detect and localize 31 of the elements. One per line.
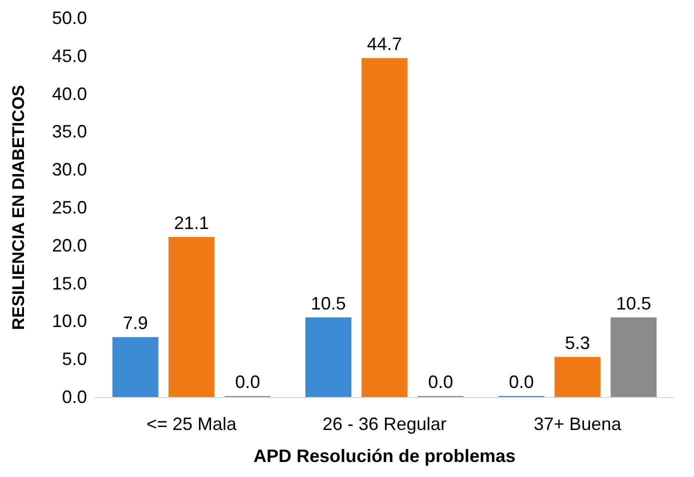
y-tick-label: 50.0 xyxy=(52,8,87,28)
bar xyxy=(112,337,158,397)
y-tick-label: 10.0 xyxy=(52,311,87,332)
y-tick-label: 40.0 xyxy=(52,84,87,104)
x-tick-label: 26 - 36 Regular xyxy=(322,414,447,434)
y-tick-label: 5.0 xyxy=(62,349,87,370)
y-tick-label: 20.0 xyxy=(52,235,87,256)
data-label: 10.5 xyxy=(310,293,346,314)
data-label: 5.3 xyxy=(564,332,590,353)
bar xyxy=(610,317,657,397)
data-label: 21.1 xyxy=(174,213,210,234)
y-tick-label: 15.0 xyxy=(52,273,87,294)
data-label: 7.9 xyxy=(122,313,148,334)
bar xyxy=(554,356,600,397)
x-tick-label: 37+ Buena xyxy=(534,414,622,434)
y-tick-label: 25.0 xyxy=(52,198,87,218)
data-label: 10.5 xyxy=(616,293,652,314)
y-tick-label: 0.0 xyxy=(62,387,87,407)
data-label: 0.0 xyxy=(235,372,260,392)
bar xyxy=(305,317,352,397)
data-label: 0.0 xyxy=(508,372,534,392)
bar xyxy=(168,237,214,397)
y-tick-label: 35.0 xyxy=(52,122,87,142)
data-label: 0.0 xyxy=(428,372,454,392)
y-axis-title: RESILIENCIA EN DIABETICOS xyxy=(9,85,28,330)
data-label: 44.7 xyxy=(366,34,402,54)
bar xyxy=(362,58,408,397)
x-axis-title: APD Resolución de problemas xyxy=(253,446,516,466)
y-tick-label: 30.0 xyxy=(52,160,87,180)
y-tick-label: 45.0 xyxy=(52,46,87,66)
x-tick-label: <= 25 Mala xyxy=(146,414,238,434)
